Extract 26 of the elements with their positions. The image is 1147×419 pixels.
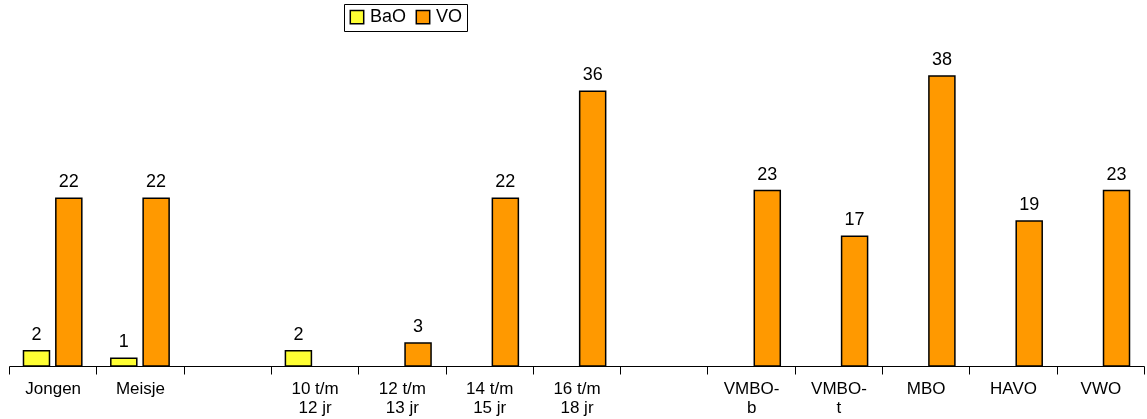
data-label: 22 xyxy=(146,171,167,192)
x-tick-label: VMBO- t xyxy=(811,378,867,417)
data-label: 36 xyxy=(582,64,603,85)
data-label: 22 xyxy=(58,171,79,192)
data-label: 2 xyxy=(31,323,42,344)
data-label: 2 xyxy=(293,323,304,344)
data-label: 3 xyxy=(413,316,424,337)
x-tick-label: VMBO- b xyxy=(723,378,780,417)
legend-label: BaO xyxy=(370,6,407,27)
x-tick-label: 10 t/m 12 jr xyxy=(291,378,339,417)
x-tick-label: VWO xyxy=(1080,378,1122,398)
x-tick-label: MBO xyxy=(906,378,946,398)
data-label: 23 xyxy=(1106,163,1127,184)
data-label: 17 xyxy=(844,209,865,230)
legend-label: VO xyxy=(436,6,463,27)
data-label: 23 xyxy=(757,163,778,184)
x-tick-label: 12 t/m 13 jr xyxy=(378,378,427,417)
x-tick-label: Jongen xyxy=(25,378,82,398)
x-tick-label: Meisje xyxy=(115,378,166,398)
x-tick-label: 14 t/m 15 jr xyxy=(466,378,514,417)
data-label: 19 xyxy=(1019,194,1040,215)
x-tick-label: 16 t/m 18 jr xyxy=(553,378,601,417)
data-label: 38 xyxy=(931,49,952,70)
x-tick-label: HAVO xyxy=(990,378,1037,398)
data-label: 22 xyxy=(495,171,516,192)
data-label: 1 xyxy=(118,331,129,352)
